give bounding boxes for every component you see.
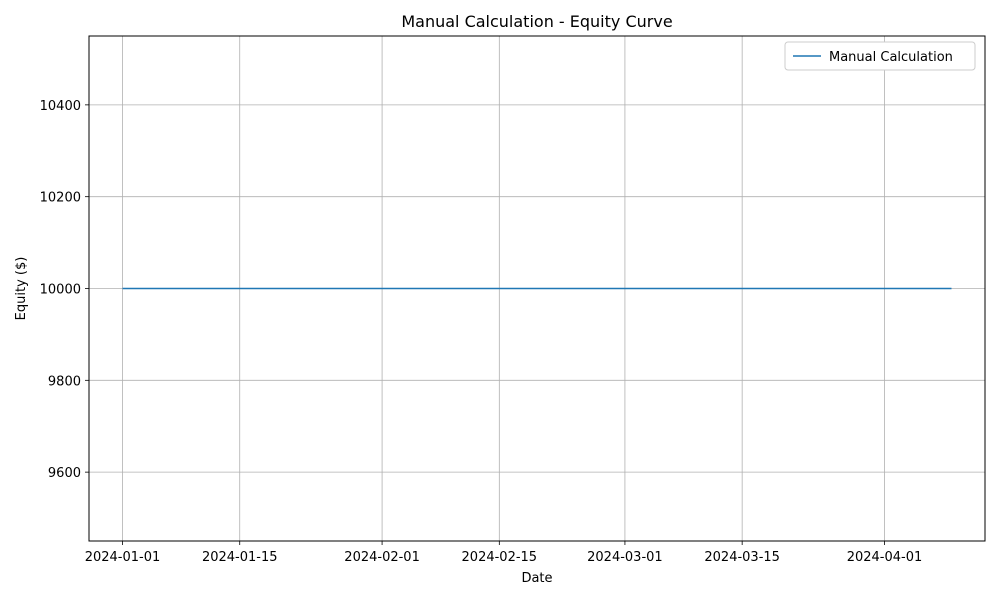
y-tick-label: 9600 — [48, 466, 81, 481]
x-tick-label: 2024-02-15 — [462, 550, 538, 565]
y-tick-label: 10000 — [40, 283, 81, 298]
legend-label: Manual Calculation — [829, 50, 953, 65]
y-tick-label: 10200 — [40, 191, 81, 206]
x-tick-label: 2024-01-01 — [85, 550, 161, 565]
x-tick-label: 2024-03-01 — [587, 550, 663, 565]
y-axis-title: Equity ($) — [14, 257, 29, 321]
x-axis-ticks: 2024-01-01 2024-01-15 2024-02-01 2024-02-15… — [85, 541, 923, 565]
y-tick-label: 9800 — [48, 374, 81, 389]
x-tick-label: 2024-01-15 — [202, 550, 278, 565]
x-tick-label: 2024-04-01 — [847, 550, 923, 565]
legend-box — [784, 41, 976, 71]
x-tick-label: 2024-03-15 — [704, 550, 780, 565]
x-axis-title: Date — [521, 571, 552, 586]
y-axis-ticks: 9600 9800 10000 10200 10400 — [40, 99, 89, 481]
legend: Manual Calculation — [784, 41, 976, 71]
chart-title: Manual Calculation - Equity Curve — [401, 12, 672, 31]
y-tick-label: 10400 — [40, 99, 81, 114]
x-tick-label: 2024-02-01 — [344, 550, 420, 565]
